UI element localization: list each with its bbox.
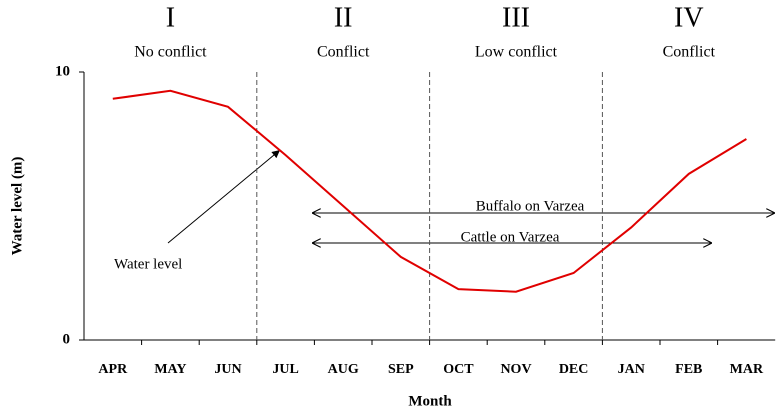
series-label: Water level (114, 256, 182, 272)
y-axis-label: Water level (m) (9, 157, 25, 256)
x-tick-label: NOV (500, 362, 531, 377)
x-tick-label: JUN (214, 362, 241, 377)
period-label: Conflict (663, 44, 716, 61)
period-label: Low conflict (475, 44, 558, 61)
period-numeral: I (166, 2, 175, 33)
y-tick-label: 0 (63, 331, 71, 347)
x-tick-label: JAN (618, 362, 645, 377)
x-tick-label: OCT (443, 362, 474, 377)
series-line (112, 89, 747, 293)
x-tick-label: DEC (559, 362, 589, 377)
y-tick-label: 10 (55, 63, 70, 79)
x-tick-label: SEP (388, 362, 414, 377)
period-label: No conflict (134, 44, 207, 61)
period-numeral: III (502, 2, 530, 33)
pointer-arrow (167, 149, 281, 244)
x-tick-label: AUG (328, 362, 359, 377)
x-axis-label: Month (408, 393, 452, 409)
annotation: Cattle on Varzea (461, 229, 560, 245)
x-tick-label: JUL (272, 362, 298, 377)
period-numeral: II (334, 2, 353, 33)
x-tick-label: FEB (675, 362, 702, 377)
period-label: Conflict (317, 44, 370, 61)
x-tick-label: MAY (154, 362, 186, 377)
period-numeral: IV (674, 2, 704, 33)
x-tick-label: MAR (730, 362, 764, 377)
annotation: Buffalo on Varzea (476, 198, 585, 214)
x-tick-label: APR (98, 362, 128, 377)
